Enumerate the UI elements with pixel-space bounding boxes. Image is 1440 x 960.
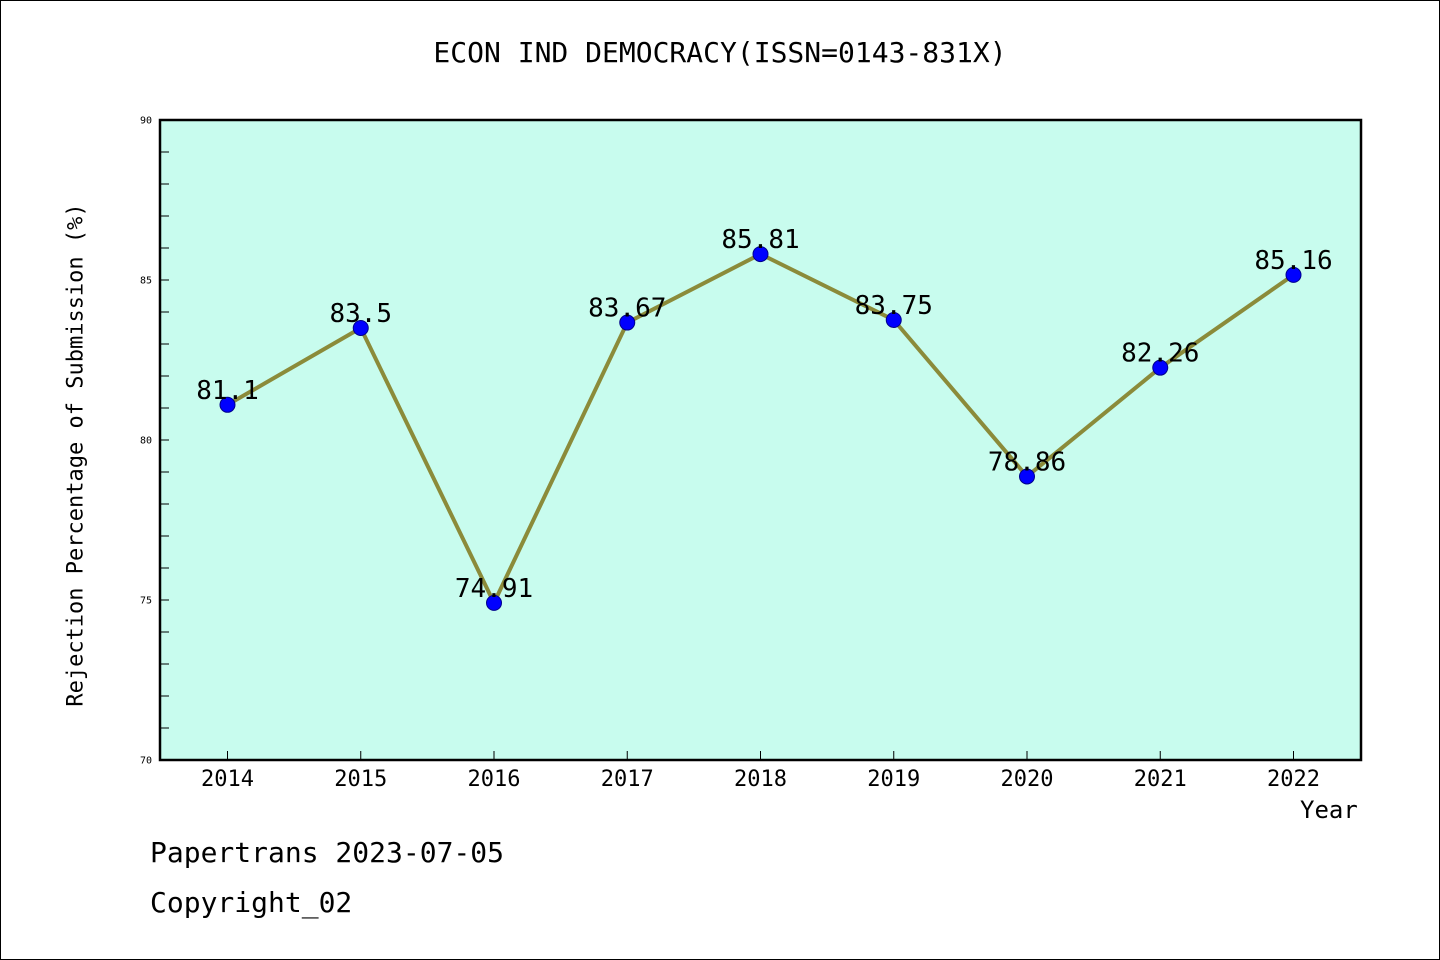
- x-axis-label: Year: [1300, 796, 1358, 824]
- footer-copyright: Copyright_02: [150, 886, 353, 919]
- data-point: [486, 594, 502, 611]
- y-tick-label: 90: [140, 116, 152, 127]
- data-point: [1152, 359, 1169, 376]
- x-tick-label: 2014: [201, 767, 254, 792]
- data-point: [219, 396, 236, 413]
- x-axis: 2014 2015 2016 2017 2018 2019 2020 2021 2022: [201, 751, 1320, 792]
- data-label: 74.91: [455, 574, 533, 604]
- data-point: [1019, 468, 1035, 485]
- data-label: 83.75: [855, 291, 933, 321]
- data-point: [352, 320, 369, 336]
- data-point: [1285, 266, 1302, 283]
- x-tick-label: 2022: [1267, 767, 1320, 792]
- data-label: 83.5: [329, 299, 392, 329]
- y-axis: 70 75 80 85 90: [140, 116, 169, 767]
- chart-title: ECON IND DEMOCRACY(ISSN=0143-831X): [433, 36, 1007, 69]
- data-point: [885, 312, 902, 328]
- data-label: 85.81: [721, 225, 799, 255]
- plot-area: [160, 120, 1361, 760]
- data-label: 82.26: [1121, 339, 1199, 369]
- x-tick-label: 2019: [867, 767, 920, 792]
- y-tick-label: 80: [140, 436, 152, 447]
- x-tick-label: 2017: [601, 767, 654, 792]
- data-label: 83.67: [588, 294, 666, 324]
- x-tick-label: 2020: [1001, 767, 1054, 792]
- plot-border: [158, 118, 1363, 762]
- data-label: 85.16: [1254, 246, 1332, 276]
- y-axis-label: Rejection Percentage of Submission (%): [63, 203, 89, 707]
- data-label: 81.1: [196, 376, 259, 406]
- footer-date: Papertrans 2023-07-05: [150, 836, 505, 869]
- x-tick-label: 2021: [1134, 767, 1187, 792]
- x-tick-label: 2018: [734, 767, 787, 792]
- data-point: [619, 314, 636, 331]
- data-point: [752, 246, 769, 263]
- y-tick-label: 85: [140, 276, 152, 287]
- series-group: 81.1 83.5 74.91 83.67 85.81 83.75 78.86 82.26 85…: [196, 225, 1333, 611]
- y-tick-label: 75: [140, 596, 152, 607]
- y-tick-label: 70: [140, 756, 152, 767]
- data-label: 78.86: [988, 447, 1066, 477]
- x-tick-label: 2015: [334, 767, 387, 792]
- x-tick-label: 2016: [468, 767, 521, 792]
